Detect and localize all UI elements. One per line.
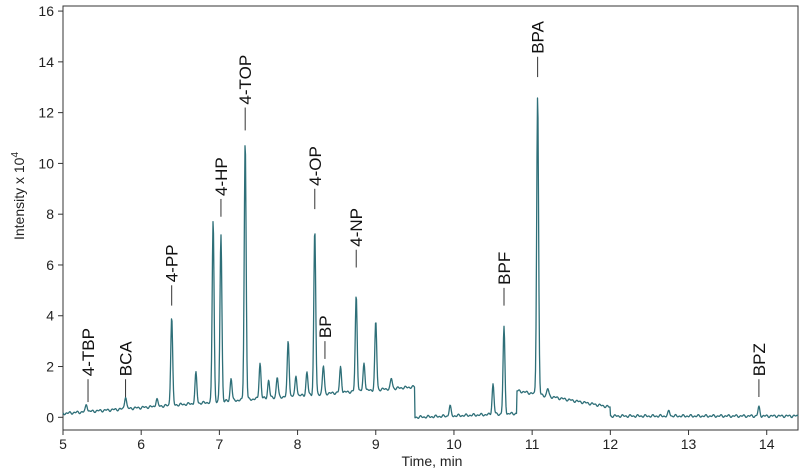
y-axis-title-exponent: 4 [10,152,21,158]
x-tick-label: 12 [603,436,619,452]
ticks: 5 6 7 8 9 10 11 12 13 14 0 2 4 6 8 10 12 14 16 [38,3,774,452]
peak-label: BPF [495,252,514,285]
peak-label: 4-OP [306,146,325,186]
peak-label: 4-PP [163,244,182,282]
y-tick-label: 14 [38,54,54,70]
x-tick-label: 10 [446,436,462,452]
series [62,97,799,419]
peak-label: BPZ [750,343,769,376]
peak-label: 4-NP [347,208,366,247]
plot-frame [62,5,799,431]
x-tick-label: 13 [681,436,697,452]
peak-label: 4-TBP [79,328,98,376]
peak-label: 4-TOP [236,55,255,105]
y-tick-label: 4 [46,308,54,324]
y-tick-label: 8 [46,206,54,222]
y-tick-label: 12 [38,105,54,121]
x-tick-label: 11 [525,436,540,452]
x-tick-label: 5 [59,436,67,452]
x-tick-label: 6 [137,436,145,452]
y-tick-label: 0 [46,409,54,425]
x-tick-label: 7 [215,436,223,452]
y-tick-label: 2 [46,359,54,375]
y-axis-title-base: Intensity x 10 [11,157,27,240]
peak-label: BP [316,315,335,338]
y-tick-label: 16 [38,3,54,19]
x-tick-label: 14 [759,436,775,452]
axes [62,5,799,431]
x-tick-label: 9 [372,436,380,452]
x-axis-title: Time, min [402,453,463,469]
chromatogram-trace [62,97,799,419]
peak-label: BPA [529,20,548,53]
y-tick-label: 6 [46,257,54,273]
peak-label: BCA [117,341,136,377]
annotations: 4-TBP BCA 4-PP 4-HP 4-TOP 4-OP BP 4-NP BPF BPA BPZ [79,20,769,403]
x-tick-label: 8 [294,436,302,452]
y-axis-title: Intensity x 104 [10,152,27,241]
y-tick-label: 10 [38,155,54,171]
peak-label: 4-HP [212,157,231,196]
